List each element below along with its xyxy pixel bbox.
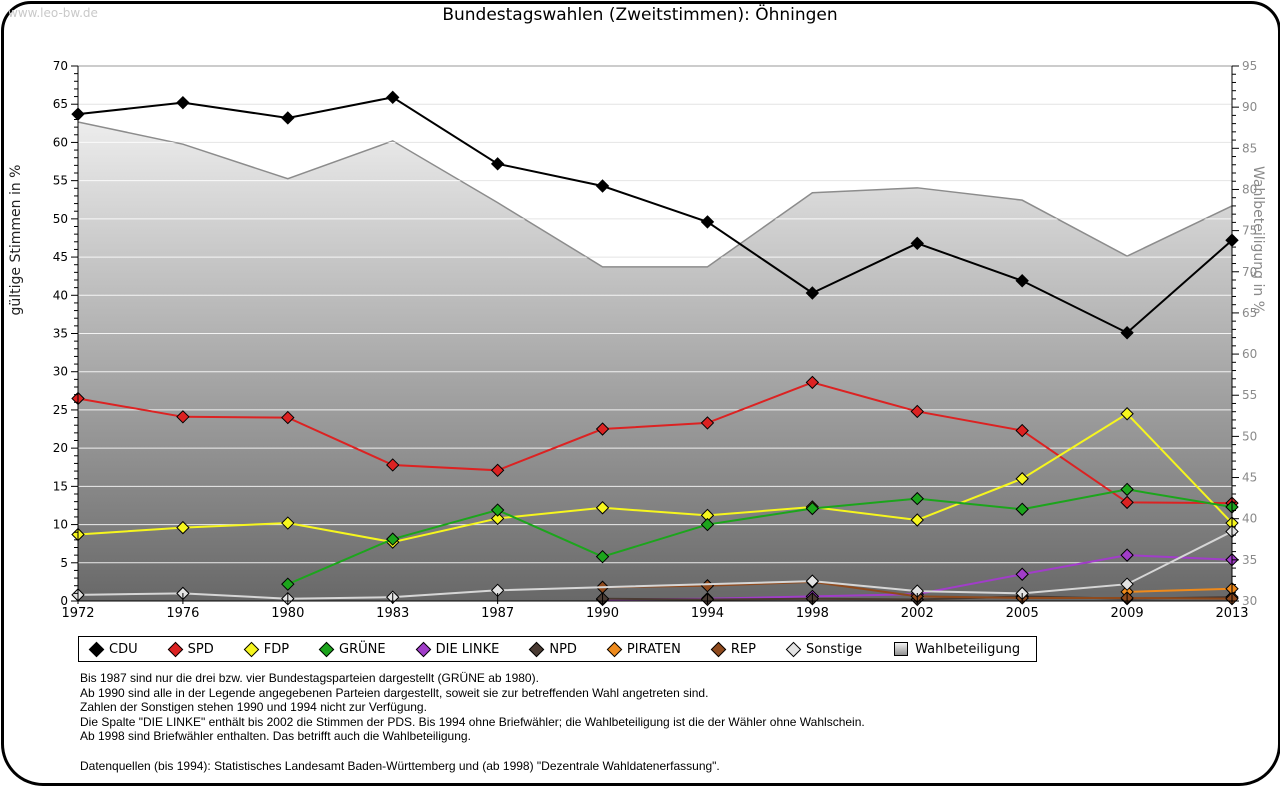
chart-canvas: 0 5 10 15 20 25 30 35 40 45 50 55 60 65 70 30 35 40 45 50 55… — [53, 59, 1258, 621]
legend-label: DIE LINKE — [435, 641, 500, 657]
legend-label: Wahlbeteiligung — [915, 641, 1021, 657]
svg-text:30: 30 — [1242, 594, 1257, 608]
svg-text:45: 45 — [53, 250, 68, 264]
svg-text:70: 70 — [1242, 265, 1257, 279]
svg-text:1972: 1972 — [61, 606, 94, 621]
svg-text:2002: 2002 — [901, 606, 934, 621]
svg-text:1990: 1990 — [586, 606, 619, 621]
series-wahlbeteiligung-area — [77, 121, 1233, 601]
svg-text:5: 5 — [60, 556, 68, 570]
footnote-line: Bis 1987 sind nur die drei bzw. vier Bun… — [80, 671, 539, 685]
legend-diamond-marker — [529, 641, 545, 657]
series-cdu — [71, 90, 1239, 340]
svg-text:15: 15 — [53, 479, 68, 493]
footnote-line: Ab 1990 sind alle in der Legende angegeb… — [80, 685, 709, 700]
legend-diamond-marker — [710, 641, 727, 657]
legend-item-fdp: FDP — [243, 641, 290, 657]
legend-item-piraten: PIRATEN — [606, 641, 681, 657]
svg-text:75: 75 — [1242, 224, 1257, 238]
left-axis-title: gültige Stimmen in % — [8, 164, 24, 316]
svg-text:30: 30 — [53, 365, 68, 379]
svg-text:1994: 1994 — [691, 606, 724, 621]
svg-text:50: 50 — [53, 212, 68, 226]
svg-text:1998: 1998 — [796, 606, 829, 621]
series-grüne — [281, 482, 1239, 591]
legend-label: CDU — [109, 641, 138, 657]
legend-diamond-marker — [606, 641, 623, 657]
svg-text:1983: 1983 — [376, 606, 409, 621]
svg-text:35: 35 — [53, 327, 68, 341]
footnote-line: Zahlen der Sonstigen stehen 1990 und 199… — [80, 700, 427, 715]
svg-text:10: 10 — [53, 518, 68, 532]
legend-item-grüne: GRÜNE — [318, 641, 386, 657]
footnotes: Bis 1987 sind nur die drei bzw. vier Bun… — [80, 671, 865, 774]
svg-text:0: 0 — [60, 594, 68, 608]
svg-text:45: 45 — [1242, 471, 1257, 485]
legend-item-npd: NPD — [529, 641, 577, 657]
legend-square-swatch — [894, 642, 909, 656]
legend-diamond-marker — [167, 641, 183, 657]
footnote-line: Die Spalte "DIE LINKE" enthält bis 2002 … — [80, 714, 865, 729]
legend-diamond-marker — [785, 641, 802, 657]
svg-text:65: 65 — [1242, 306, 1257, 320]
svg-text:35: 35 — [1242, 553, 1257, 567]
svg-text:80: 80 — [1242, 182, 1257, 196]
svg-text:2013: 2013 — [1215, 606, 1248, 621]
svg-text:1987: 1987 — [481, 606, 514, 621]
svg-text:55: 55 — [53, 174, 68, 188]
legend-diamond-marker — [318, 641, 335, 657]
legend-label: GRÜNE — [339, 641, 386, 657]
right-axis-title: Wahlbeteiligung in % — [1250, 165, 1266, 315]
svg-text:70: 70 — [53, 59, 68, 73]
legend-item-die-linke: DIE LINKE — [415, 641, 500, 657]
svg-text:90: 90 — [1242, 100, 1257, 114]
legend-label: Sonstige — [805, 641, 863, 657]
svg-text:2005: 2005 — [1006, 606, 1039, 621]
svg-text:40: 40 — [53, 288, 68, 302]
svg-text:95: 95 — [1242, 59, 1257, 73]
page-title: Bundestagswahlen (Zweitstimmen): Öhninge… — [442, 5, 838, 25]
legend-label: SPD — [187, 641, 214, 657]
svg-text:2009: 2009 — [1111, 606, 1144, 621]
legend-item-spd: SPD — [167, 641, 214, 657]
legend-item-wahlbeteiligung: Wahlbeteiligung — [894, 642, 1020, 657]
footnote-line: Ab 1998 sind Briefwähler enthalten. Das … — [80, 729, 471, 744]
svg-text:85: 85 — [1242, 141, 1257, 155]
svg-text:60: 60 — [53, 135, 68, 149]
legend-label: PIRATEN — [626, 641, 681, 657]
watermark: www.leo-bw.de — [8, 6, 98, 20]
legend-item-cdu: CDU — [88, 641, 138, 657]
legend-label: FDP — [263, 641, 290, 657]
svg-text:40: 40 — [1242, 512, 1257, 526]
legend-label: REP — [730, 641, 756, 657]
legend-diamond-marker — [243, 641, 259, 657]
svg-text:25: 25 — [53, 403, 68, 417]
legend-label: NPD — [549, 641, 577, 657]
svg-text:55: 55 — [1242, 388, 1257, 402]
datasource-line: Datenquellen (bis 1994): Statistisches L… — [80, 758, 720, 773]
axes: 0 5 10 15 20 25 30 35 40 45 50 55 60 65 70 30 35 40 45 50 55… — [53, 59, 1258, 621]
svg-text:20: 20 — [53, 441, 68, 455]
svg-text:60: 60 — [1242, 347, 1257, 361]
legend: CDU SPD FDP GRÜNE DIE LINKE NPD PIRATEN REP Sons… — [78, 636, 1037, 662]
svg-text:1980: 1980 — [271, 606, 304, 621]
legend-item-sonstige: Sonstige — [785, 641, 863, 657]
legend-diamond-marker — [88, 641, 105, 657]
legend-diamond-marker — [415, 641, 431, 657]
svg-text:1976: 1976 — [166, 606, 199, 621]
svg-text:65: 65 — [53, 97, 68, 111]
svg-text:50: 50 — [1242, 429, 1257, 443]
legend-item-rep: REP — [710, 641, 756, 657]
